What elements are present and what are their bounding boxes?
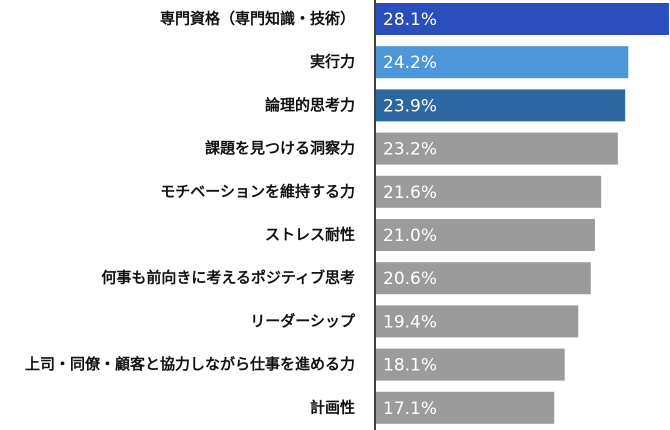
value-label: 28.1% xyxy=(383,10,437,30)
value-label: 20.6% xyxy=(383,269,437,289)
value-label: 21.6% xyxy=(383,183,437,203)
bar xyxy=(376,219,595,251)
category-label: 課題を見つける洞察力 xyxy=(205,139,355,157)
value-label: 21.0% xyxy=(383,226,437,246)
category-label: モチベーションを維持する力 xyxy=(160,182,355,200)
category-label: リーダーシップ xyxy=(250,312,356,330)
category-label: 論理的思考力 xyxy=(265,96,355,114)
value-label: 18.1% xyxy=(383,356,437,376)
category-label: ストレス耐性 xyxy=(265,226,355,244)
bar xyxy=(376,46,629,79)
value-label: 24.2% xyxy=(383,53,437,73)
value-label: 23.9% xyxy=(383,96,437,116)
bar xyxy=(376,175,602,208)
bar xyxy=(376,348,565,381)
category-label: 何事も前向きに考えるポジティブ思考 xyxy=(101,269,355,287)
value-label: 23.2% xyxy=(383,140,437,160)
bar xyxy=(376,305,579,338)
category-label: 上司・同僚・顧客と協力しながら仕事を進める力 xyxy=(25,355,355,373)
bar xyxy=(376,89,626,122)
bar xyxy=(376,132,618,165)
category-label: 実行力 xyxy=(310,53,355,71)
value-label: 17.1% xyxy=(383,399,437,419)
bar xyxy=(376,262,591,295)
category-label: 専門資格（専門知識・技術） xyxy=(160,10,355,28)
value-label: 19.4% xyxy=(383,312,437,332)
bar xyxy=(376,391,555,424)
category-label: 計画性 xyxy=(310,398,355,416)
bar xyxy=(376,3,669,35)
